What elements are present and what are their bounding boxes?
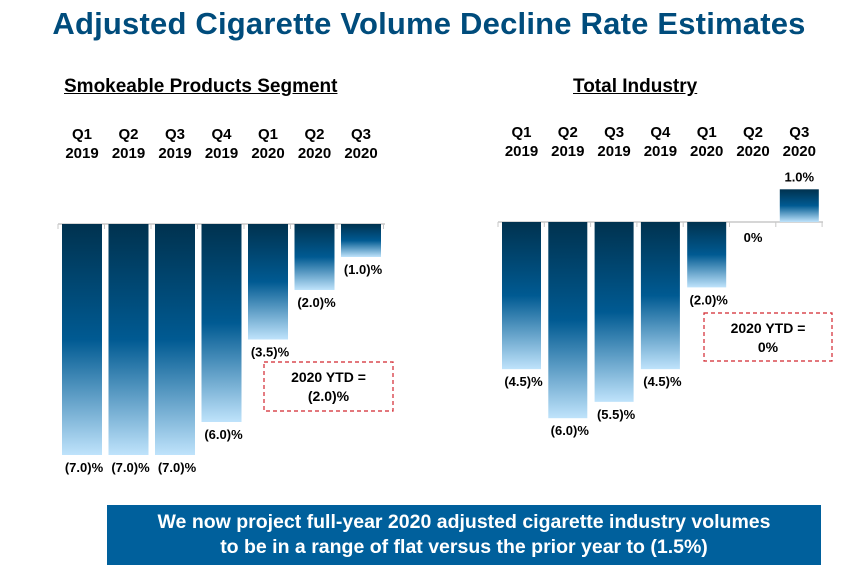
bar bbox=[687, 222, 727, 288]
bar bbox=[341, 224, 381, 257]
bar bbox=[201, 224, 242, 422]
bar bbox=[502, 222, 541, 370]
category-label: Q2 bbox=[743, 124, 763, 141]
category-label: Q3 bbox=[351, 126, 371, 143]
bar bbox=[248, 224, 288, 340]
bar bbox=[779, 189, 819, 222]
data-label: (2.0)% bbox=[690, 292, 729, 307]
smokeable-products-chart: Q1 2019 (7.0)% Q2 2019 (7.0)% Q3 2019 (7.0)% Q4 20… bbox=[57, 126, 394, 475]
data-label: 1.0% bbox=[784, 169, 814, 184]
category-label: Q3 bbox=[165, 126, 185, 143]
page-title: Adjusted Cigarette Volume Decline Rate E… bbox=[52, 6, 806, 41]
data-label: (7.0)% bbox=[65, 460, 104, 475]
category-label: Q3 bbox=[789, 124, 809, 141]
ytd-annotation-line2: 0% bbox=[758, 339, 779, 355]
category-label: Q4 bbox=[211, 126, 232, 143]
data-label: (2.0)% bbox=[297, 295, 336, 310]
projection-banner: We now project full-year 2020 adjusted c… bbox=[107, 505, 821, 565]
category-label: 2019 bbox=[158, 145, 191, 162]
category-label: Q1 bbox=[258, 126, 278, 143]
category-label: 2019 bbox=[65, 145, 98, 162]
category-label: Q1 bbox=[72, 126, 92, 143]
bar bbox=[640, 222, 680, 370]
ytd-annotation-line1: 2020 YTD = bbox=[291, 369, 366, 385]
data-label: 0% bbox=[744, 230, 763, 245]
banner-line-1: We now project full-year 2020 adjusted c… bbox=[157, 511, 771, 533]
total-industry-chart: Q1 2019 (4.5)% Q2 2019 (6.0)% Q3 2019 (5.5)% Q4 20… bbox=[497, 124, 833, 438]
data-label: (5.5)% bbox=[597, 407, 636, 422]
category-label: Q3 bbox=[604, 124, 624, 141]
category-label: Q1 bbox=[697, 124, 717, 141]
bar bbox=[62, 224, 102, 455]
data-label: (1.0)% bbox=[344, 262, 383, 277]
data-label: (4.5)% bbox=[504, 374, 543, 389]
ytd-annotation-line2: (2.0)% bbox=[308, 388, 350, 404]
data-label: (3.5)% bbox=[251, 345, 290, 360]
category-label: Q2 bbox=[304, 126, 324, 143]
category-label: 2019 bbox=[112, 145, 145, 162]
ytd-annotation-line1: 2020 YTD = bbox=[731, 320, 806, 336]
chart-title-smokeable: Smokeable Products Segment bbox=[64, 76, 338, 97]
category-label: 2020 bbox=[783, 143, 816, 160]
bar bbox=[594, 222, 634, 402]
data-label: (6.0)% bbox=[204, 427, 243, 442]
category-label: 2019 bbox=[505, 143, 538, 160]
ytd-annotation-box bbox=[703, 312, 833, 362]
ytd-annotation-box bbox=[263, 361, 394, 412]
category-label: 2020 bbox=[298, 145, 331, 162]
category-label: 2019 bbox=[597, 143, 630, 160]
bar bbox=[548, 222, 588, 419]
chart-title-total-industry: Total Industry bbox=[573, 76, 698, 97]
category-label: 2019 bbox=[205, 145, 238, 162]
banner-line-2: to be in a range of flat versus the prio… bbox=[220, 536, 708, 558]
category-label: Q1 bbox=[511, 124, 531, 141]
data-label: (6.0)% bbox=[551, 423, 590, 438]
category-label: 2019 bbox=[551, 143, 584, 160]
category-label: Q2 bbox=[118, 126, 138, 143]
category-label: Q4 bbox=[650, 124, 671, 141]
category-label: 2019 bbox=[644, 143, 677, 160]
data-label: (7.0)% bbox=[111, 460, 150, 475]
data-label: (4.5)% bbox=[643, 374, 682, 389]
category-label: 2020 bbox=[251, 145, 284, 162]
category-label: 2020 bbox=[690, 143, 723, 160]
data-label: (7.0)% bbox=[158, 460, 197, 475]
bar bbox=[155, 224, 195, 455]
category-label: 2020 bbox=[736, 143, 769, 160]
category-label: 2020 bbox=[344, 145, 377, 162]
bar bbox=[294, 224, 335, 290]
category-label: Q2 bbox=[558, 124, 578, 141]
bar bbox=[108, 224, 149, 455]
